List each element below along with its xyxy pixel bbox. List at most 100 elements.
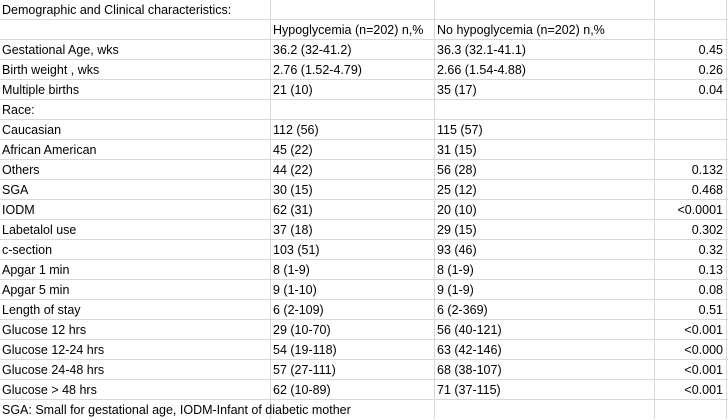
- cell-p-value: 0.32: [698, 243, 723, 257]
- cell-p-value: <0.001: [684, 383, 723, 397]
- cell-no-hypoglycemia: 68 (38-107): [437, 363, 502, 377]
- cell-p-value: <0.001: [684, 363, 723, 377]
- cell-hypoglycemia: 54 (19-118): [273, 343, 337, 357]
- cell-hypoglycemia: 62 (10-89): [273, 383, 331, 397]
- row-label: Race:: [2, 103, 35, 117]
- row-label: Labetalol use: [2, 223, 77, 237]
- table-row: Apgar 1 min 8 (1-9) 8 (1-9) 0.13: [0, 260, 728, 280]
- cell-p-value: 0.08: [698, 283, 723, 297]
- cell-hypoglycemia: 112 (56): [273, 123, 319, 137]
- cell-no-hypoglycemia: 115 (57): [437, 123, 483, 137]
- header-p-value: [656, 20, 723, 40]
- cell-p-value: <0.0001: [677, 203, 723, 217]
- table-row: Glucose 12 hrs 29 (10-70) 56 (40-121) <0.00…: [0, 320, 728, 340]
- cell-p-value: 0.13: [698, 263, 723, 277]
- cell-no-hypoglycemia: 56 (28): [437, 163, 477, 177]
- table-row: Race:: [0, 100, 728, 120]
- row-label: SGA: [2, 183, 29, 197]
- cell-no-hypoglycemia: 29 (15): [437, 223, 477, 237]
- cell-hypoglycemia: 45 (22): [273, 143, 313, 157]
- cell-p-value: 0.302: [691, 223, 723, 237]
- table-row: Caucasian 112 (56) 115 (57): [0, 120, 728, 140]
- title-row: Demographic and Clinical characteristics…: [0, 0, 728, 20]
- cell-p-value: 0.26: [698, 63, 723, 77]
- cell-hypoglycemia: 36.2 (32-41.2): [273, 43, 352, 57]
- row-label: Glucose > 48 hrs: [2, 383, 97, 397]
- header-hypoglycemia: Hypoglycemia (n=202) n,%: [273, 23, 424, 37]
- row-label: Apgar 5 min: [2, 283, 70, 297]
- row-label: African American: [2, 143, 97, 157]
- table-row: Others 44 (22) 56 (28) 0.132: [0, 160, 728, 180]
- table-row: Birth weight , wks 2.76 (1.52-4.79) 2.66 (…: [0, 60, 728, 80]
- cell-p-value: [656, 100, 723, 120]
- cell-hypoglycemia: 29 (10-70): [273, 323, 331, 337]
- cell-hypoglycemia: 6 (2-109): [273, 303, 324, 317]
- cell-no-hypoglycemia: 56 (40-121): [437, 323, 502, 337]
- table-row: SGA 30 (15) 25 (12) 0.468: [0, 180, 728, 200]
- row-label: Length of stay: [2, 303, 81, 317]
- cell-no-hypoglycemia: 36.3 (32.1-41.1): [437, 43, 526, 57]
- cell-p-value: 0.45: [698, 43, 723, 57]
- cell-p-value: <0.000: [684, 343, 723, 357]
- header-row: Hypoglycemia (n=202) n,% No hypoglycemia…: [0, 20, 728, 40]
- cell-no-hypoglycemia: 31 (15): [437, 143, 477, 157]
- cell-no-hypoglycemia: 63 (42-146): [437, 343, 502, 357]
- row-label: Gestational Age, wks: [2, 43, 119, 57]
- cell-hypoglycemia: 103 (51): [273, 243, 320, 257]
- column-divider: [270, 0, 271, 419]
- cell-no-hypoglycemia: 8 (1-9): [437, 263, 474, 277]
- cell-hypoglycemia: 9 (1-10): [273, 283, 317, 297]
- cell-no-hypoglycemia: 20 (10): [437, 203, 477, 217]
- cell-p-value: 0.04: [698, 83, 723, 97]
- row-label: Glucose 12-24 hrs: [2, 343, 105, 357]
- table-row: Labetalol use 37 (18) 29 (15) 0.302: [0, 220, 728, 240]
- table-row: Length of stay 6 (2-109) 6 (2-369) 0.51: [0, 300, 728, 320]
- row-label: Apgar 1 min: [2, 263, 70, 277]
- cell-no-hypoglycemia: 6 (2-369): [437, 303, 488, 317]
- cell-hypoglycemia: 30 (15): [273, 183, 313, 197]
- cell-no-hypoglycemia: 93 (46): [437, 243, 477, 257]
- table-title: Demographic and Clinical characteristics…: [2, 3, 232, 17]
- table-row: Apgar 5 min 9 (1-10) 9 (1-9) 0.08: [0, 280, 728, 300]
- cell-no-hypoglycemia: 25 (12): [437, 183, 477, 197]
- cell-p-value: <0.001: [684, 323, 723, 337]
- row-label: Glucose 24-48 hrs: [2, 363, 105, 377]
- row-label: IODM: [2, 203, 35, 217]
- row-label: Caucasian: [2, 123, 62, 137]
- row-label: Birth weight , wks: [2, 63, 100, 77]
- cell-no-hypoglycemia: 9 (1-9): [437, 283, 474, 297]
- row-label: Glucose 12 hrs: [2, 323, 87, 337]
- table-row: Glucose 12-24 hrs 54 (19-118) 63 (42-146) <…: [0, 340, 728, 360]
- cell-p-value: [656, 120, 723, 140]
- table-row: Glucose > 48 hrs 62 (10-89) 71 (37-115) <0.…: [0, 380, 728, 400]
- cell-hypoglycemia: 57 (27-111): [273, 363, 336, 377]
- cell-p-value: 0.51: [698, 303, 723, 317]
- cell-hypoglycemia: 2.76 (1.52-4.79): [273, 63, 362, 77]
- header-no-hypoglycemia: No hypoglycemia (n=202) n,%: [437, 23, 605, 37]
- row-label: c-section: [2, 243, 53, 257]
- cell-hypoglycemia: 8 (1-9): [273, 263, 310, 277]
- row-label: Multiple births: [2, 83, 80, 97]
- table-row: Gestational Age, wks 36.2 (32-41.2) 36.3 (…: [0, 40, 728, 60]
- table-row: Multiple births 21 (10) 35 (17) 0.04: [0, 80, 728, 100]
- table-row: c-section 103 (51) 93 (46) 0.32: [0, 240, 728, 260]
- row-label: Others: [2, 163, 40, 177]
- cell-p-value: 0.132: [691, 163, 723, 177]
- table-row: African American 45 (22) 31 (15): [0, 140, 728, 160]
- cell-p-value: [656, 140, 723, 160]
- table-footnote: SGA: Small for gestational age, IODM-Inf…: [2, 403, 351, 417]
- cell-hypoglycemia: 37 (18): [273, 223, 313, 237]
- footnote-row: SGA: Small for gestational age, IODM-Inf…: [0, 400, 728, 420]
- cell-no-hypoglycemia: 2.66 (1.54-4.88): [437, 63, 526, 77]
- cell-hypoglycemia: 21 (10): [273, 83, 313, 97]
- cell-hypoglycemia: 62 (31): [273, 203, 313, 217]
- cell-no-hypoglycemia: 35 (17): [437, 83, 477, 97]
- table-row: IODM 62 (31) 20 (10) <0.0001: [0, 200, 728, 220]
- cell-p-value: 0.468: [691, 183, 723, 197]
- column-divider: [726, 0, 727, 419]
- cell-no-hypoglycemia: 71 (37-115): [437, 383, 501, 397]
- column-divider: [654, 0, 655, 419]
- column-divider: [434, 0, 435, 419]
- cell-hypoglycemia: 44 (22): [273, 163, 313, 177]
